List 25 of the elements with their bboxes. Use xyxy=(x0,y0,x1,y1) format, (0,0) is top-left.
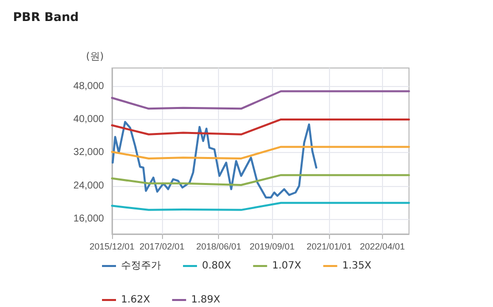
x-tick-label: 2018/06/01 xyxy=(196,242,242,252)
x-tick-label: 2022/04/01 xyxy=(360,242,405,252)
y-axis-title: (원) xyxy=(86,52,104,62)
y-tick-label: 16,000 xyxy=(73,214,104,225)
x-tick-label: 2017/02/01 xyxy=(140,242,185,252)
legend-label: 1.62X xyxy=(121,294,150,306)
line-series xyxy=(111,202,410,211)
x-tick-label: 2019/09/01 xyxy=(250,242,295,252)
line-series xyxy=(111,90,410,110)
legend-label: 1.35X xyxy=(342,260,372,272)
y-tick-label: 24,000 xyxy=(73,180,104,192)
chart-title: PBR Band xyxy=(13,10,79,24)
legend-label: 1.89X xyxy=(191,294,220,306)
x-tick-label: 2021/01/01 xyxy=(306,242,352,252)
y-tick-label: 48,000 xyxy=(73,80,104,92)
y-tick-label: 40,000 xyxy=(73,114,104,125)
legend-label: 수정주가 xyxy=(121,260,161,272)
line-series xyxy=(111,146,410,160)
legend-label: 0.80X xyxy=(202,260,232,272)
line-series xyxy=(111,174,410,186)
line-series xyxy=(112,120,318,198)
legend-label: 1.07X xyxy=(272,260,302,272)
x-tick-label: 2015/12/01 xyxy=(89,242,135,252)
line-series xyxy=(111,118,410,136)
y-tick-label: 32,000 xyxy=(73,147,104,158)
